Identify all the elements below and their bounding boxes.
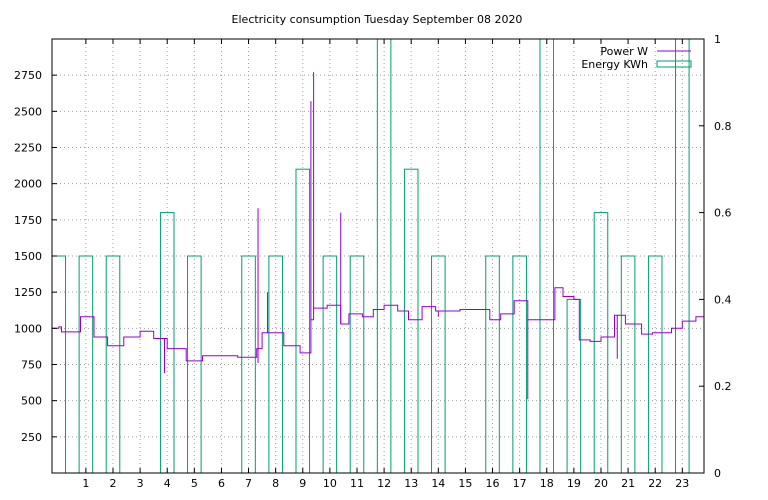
energy-bars	[51, 38, 690, 474]
x-tick-label-15: 16	[486, 477, 500, 490]
y-tick-label-2: 750	[21, 359, 42, 372]
x-tick-label-19: 20	[594, 477, 608, 490]
chart-title: Electricity consumption Tuesday Septembe…	[232, 13, 523, 26]
x-tick-label-0: 1	[82, 477, 89, 490]
legend-label-power: Power W	[600, 45, 648, 58]
y-tick-label-8: 2250	[14, 142, 42, 155]
y-tick-label-5: 1500	[14, 250, 42, 263]
grid	[52, 39, 704, 473]
x-tick-label-5: 6	[218, 477, 225, 490]
x-tick-label-21: 22	[648, 477, 662, 490]
y-tick-label-4: 1250	[14, 286, 42, 299]
x-tick-label-13: 14	[431, 477, 445, 490]
y-tick-label-3: 1000	[14, 322, 42, 335]
x-tick-label-7: 8	[272, 477, 279, 490]
x-tick-label-10: 11	[350, 477, 364, 490]
y-tick-label-10: 2750	[14, 69, 42, 82]
y-tick-label-7: 2000	[14, 178, 42, 191]
power-line	[52, 287, 704, 362]
y2-tick-label-0: 0	[714, 467, 721, 480]
plot-border	[51, 38, 705, 474]
legend-label-energy: Energy KWh	[581, 58, 648, 71]
y-tick-label-1: 500	[21, 395, 42, 408]
x-tick-label-9: 10	[323, 477, 337, 490]
y2-tick-label-1: 0.2	[714, 380, 732, 393]
y-tick-label-9: 2500	[14, 105, 42, 118]
x-tick-label-3: 4	[164, 477, 171, 490]
x-tick-label-18: 19	[567, 477, 581, 490]
energy-bar-10	[322, 255, 338, 474]
x-tick-label-17: 18	[540, 477, 554, 490]
legend-swatch-energy	[656, 60, 692, 68]
x-tick-label-14: 15	[458, 477, 472, 490]
x-tick-label-12: 13	[404, 477, 418, 490]
x-tick-label-4: 5	[191, 477, 198, 490]
y2-tick-label-4: 0.8	[714, 120, 732, 133]
axes: 1 2 3 4 5 6 7 8 9 10 11 12 13 14 15 16 17 18 19 20 21 22 23250…	[14, 33, 732, 490]
energy-bar-22	[647, 255, 663, 474]
x-tick-label-16: 17	[513, 477, 527, 490]
x-tick-label-1: 2	[109, 477, 116, 490]
energy-bar-14	[431, 255, 446, 474]
x-tick-label-22: 23	[675, 477, 689, 490]
y2-tick-label-2: 0.4	[714, 293, 732, 306]
y-tick-label-0: 250	[21, 431, 42, 444]
y2-tick-label-3: 0.6	[714, 207, 732, 220]
legend: Power W Energy KWh	[581, 45, 692, 71]
energy-bar-19	[566, 298, 582, 474]
y-tick-label-6: 1750	[14, 214, 42, 227]
x-tick-label-6: 7	[245, 477, 252, 490]
x-tick-label-8: 9	[299, 477, 306, 490]
x-tick-label-20: 21	[621, 477, 635, 490]
x-tick-label-11: 12	[377, 477, 391, 490]
energy-bar-5	[187, 255, 202, 474]
y2-tick-label-5: 1	[714, 33, 721, 46]
x-tick-label-2: 3	[137, 477, 144, 490]
energy-bar-1	[78, 255, 94, 474]
power-series	[52, 72, 705, 400]
